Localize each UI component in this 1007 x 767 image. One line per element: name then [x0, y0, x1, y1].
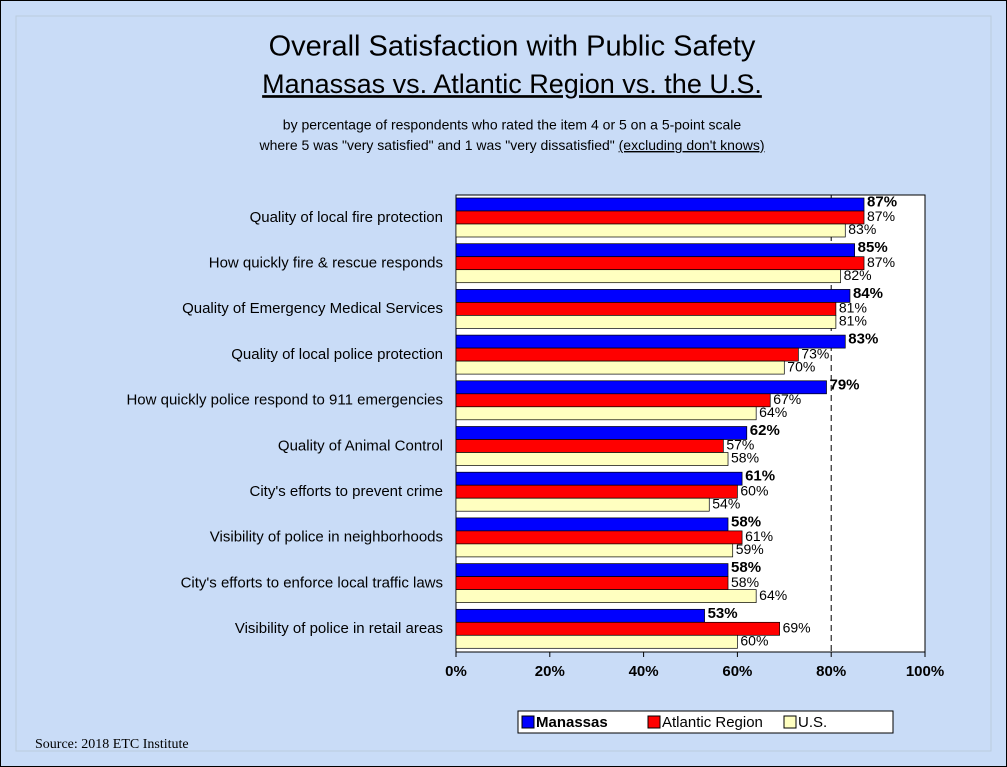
bar — [455, 315, 837, 329]
bar — [455, 210, 865, 225]
note: where 5 was "very satisfied" and 1 was "… — [259, 137, 615, 153]
data-label: 87% — [867, 254, 895, 270]
data-label: 60% — [740, 633, 768, 649]
bar — [455, 543, 734, 558]
legend-label: Atlantic Region — [662, 714, 763, 731]
legend-swatch — [783, 715, 797, 729]
data-label: 82% — [844, 267, 872, 283]
legend-label: Manassas — [536, 714, 608, 731]
bar — [455, 223, 846, 238]
bar — [455, 589, 757, 603]
data-label: 81% — [839, 313, 867, 329]
data-label: 85% — [858, 239, 888, 256]
y-tick-label: City's efforts to enforce local traffic … — [181, 574, 443, 591]
bar — [455, 426, 748, 440]
x-tick-label: 60% — [722, 663, 752, 680]
data-label: 64% — [759, 587, 787, 603]
data-label: 62% — [750, 422, 780, 439]
x-tick-label: 40% — [629, 663, 659, 680]
data-label: 59% — [736, 541, 764, 557]
data-label: 53% — [708, 605, 738, 622]
x-tick-label: 20% — [535, 663, 565, 680]
data-label: 58% — [731, 513, 761, 530]
bar — [455, 634, 738, 649]
bar — [455, 360, 785, 375]
data-label: 87% — [867, 208, 895, 224]
bar — [455, 439, 724, 453]
source: Source: 2018 ETC Institute — [35, 737, 189, 752]
data-label: 87% — [867, 193, 897, 210]
bar — [455, 380, 827, 395]
bar — [455, 621, 780, 636]
bar — [455, 497, 710, 512]
bar — [455, 289, 851, 303]
data-label: 54% — [712, 495, 740, 511]
note-underlined: (excluding don't knows) — [619, 137, 765, 153]
chart-subtitle: Manassas vs. Atlantic Region vs. the U.S… — [262, 69, 762, 99]
bar — [455, 243, 855, 258]
data-label: 83% — [848, 331, 878, 348]
data-label: 81% — [839, 300, 867, 316]
y-tick-label: How quickly fire & rescue responds — [209, 255, 443, 272]
note: where 5 was "very satisfied" and 1 was "… — [259, 137, 765, 153]
legend-label: U.S. — [798, 714, 827, 731]
bar — [455, 302, 837, 316]
bar — [455, 576, 729, 590]
bar — [455, 517, 729, 532]
chart-title: Overall Satisfaction with Public Safety — [269, 31, 756, 63]
data-label: 70% — [787, 358, 815, 374]
y-tick-label: Quality of Animal Control — [278, 437, 443, 454]
y-tick-label: Visibility of police in neighborhoods — [210, 529, 443, 546]
note: by percentage of respondents who rated t… — [283, 117, 742, 133]
x-tick-label: 80% — [816, 663, 846, 680]
y-tick-label: How quickly police respond to 911 emerge… — [126, 392, 443, 409]
y-tick-label: Quality of local fire protection — [250, 209, 443, 226]
bar — [455, 256, 865, 271]
bar — [455, 484, 738, 499]
bar — [455, 530, 743, 545]
y-tick-label: Quality of local police protection — [231, 346, 443, 363]
data-label: 61% — [745, 468, 775, 485]
data-label: 58% — [731, 450, 759, 466]
data-label: 58% — [731, 574, 759, 590]
bar — [455, 563, 729, 577]
y-tick-label: Visibility of police in retail areas — [235, 620, 443, 637]
bar — [455, 334, 846, 349]
data-label: 79% — [830, 376, 860, 393]
data-label: 67% — [773, 391, 801, 407]
bar — [455, 608, 705, 623]
bar — [455, 406, 757, 421]
bar — [455, 269, 841, 284]
bar — [455, 393, 771, 408]
data-label: 73% — [801, 345, 829, 361]
legend-box — [517, 710, 894, 734]
legend-swatch — [521, 715, 535, 729]
bar — [455, 452, 729, 466]
x-tick-label: 0% — [445, 663, 467, 680]
data-label: 64% — [759, 404, 787, 420]
data-label: 84% — [853, 285, 883, 302]
bar — [455, 471, 743, 486]
data-label: 61% — [745, 528, 773, 544]
data-label: 60% — [740, 482, 768, 498]
legend-swatch — [647, 715, 661, 729]
y-tick-label: Quality of Emergency Medical Services — [182, 300, 443, 317]
data-label: 58% — [731, 559, 761, 576]
y-tick-label: City's efforts to prevent crime — [250, 483, 443, 500]
data-label: 69% — [783, 620, 811, 636]
bar — [455, 347, 799, 362]
data-label: 57% — [726, 437, 754, 453]
bar — [455, 197, 865, 212]
data-label: 83% — [848, 221, 876, 237]
x-tick-label: 100% — [906, 663, 944, 680]
